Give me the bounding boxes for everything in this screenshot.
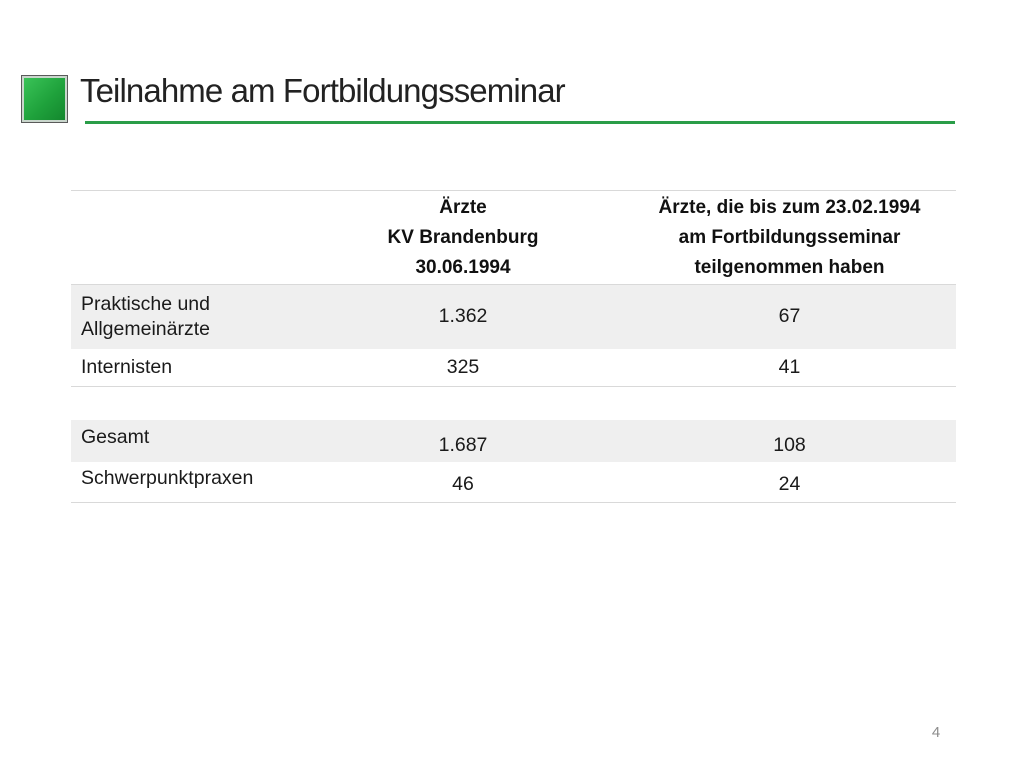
spacer-cell [71, 387, 956, 420]
cell-col-b: 24 [778, 472, 801, 495]
row-label: Gesamt [71, 420, 303, 462]
cell-col-b: 41 [778, 355, 801, 378]
cell-col-a: 325 [446, 355, 480, 378]
table-row: Gesamt 1.687 108 [71, 419, 956, 462]
cell-col-a: 46 [452, 472, 474, 495]
row-label-line: Allgemeinärzte [81, 317, 210, 340]
title-bullet-square [21, 75, 68, 123]
row-label-line: Internisten [81, 355, 173, 378]
header-col-b-line: am Fortbildungsseminar [678, 226, 901, 248]
header-col-a-line: Ärzte [439, 196, 487, 218]
header-col-b-line: teilgenommen haben [694, 256, 885, 278]
cell-col-b: 108 [773, 433, 806, 456]
title-underline [85, 121, 955, 124]
row-label: Praktische und Allgemeinärzte [71, 285, 303, 349]
table-spacer-row [71, 386, 956, 420]
row-label: Internisten [71, 349, 303, 387]
header-col-b-line: Ärzte, die bis zum 23.02.1994 [658, 196, 921, 218]
row-label-line: Schwerpunktpraxen [81, 466, 254, 489]
header-col-a: Ärzte KV Brandenburg 30.06.1994 [303, 191, 623, 285]
row-label: Schwerpunktpraxen [71, 462, 303, 503]
slide-title: Teilnahme am Fortbildungsseminar [80, 72, 566, 109]
table-header-row: Ärzte KV Brandenburg 30.06.1994 Ärzte, d… [71, 190, 956, 285]
row-label-line: Praktische und [81, 292, 210, 315]
cell-col-b: 67 [778, 305, 801, 328]
table-row: Schwerpunktpraxen 46 24 [71, 461, 956, 503]
data-table: Ärzte KV Brandenburg 30.06.1994 Ärzte, d… [71, 190, 956, 503]
header-col-a-line: KV Brandenburg [387, 226, 539, 248]
header-col-a-line: 30.06.1994 [415, 256, 511, 278]
header-col-b: Ärzte, die bis zum 23.02.1994 am Fortbil… [623, 191, 956, 285]
table-row: Internisten 325 41 [71, 348, 956, 387]
page-number: 4 [931, 724, 941, 741]
table-row: Praktische und Allgemeinärzte 1.362 67 [71, 284, 956, 349]
cell-col-a: 1.687 [438, 433, 488, 456]
cell-col-a: 1.362 [438, 305, 488, 328]
row-label-line: Gesamt [81, 425, 150, 448]
header-empty-cell [71, 191, 303, 285]
